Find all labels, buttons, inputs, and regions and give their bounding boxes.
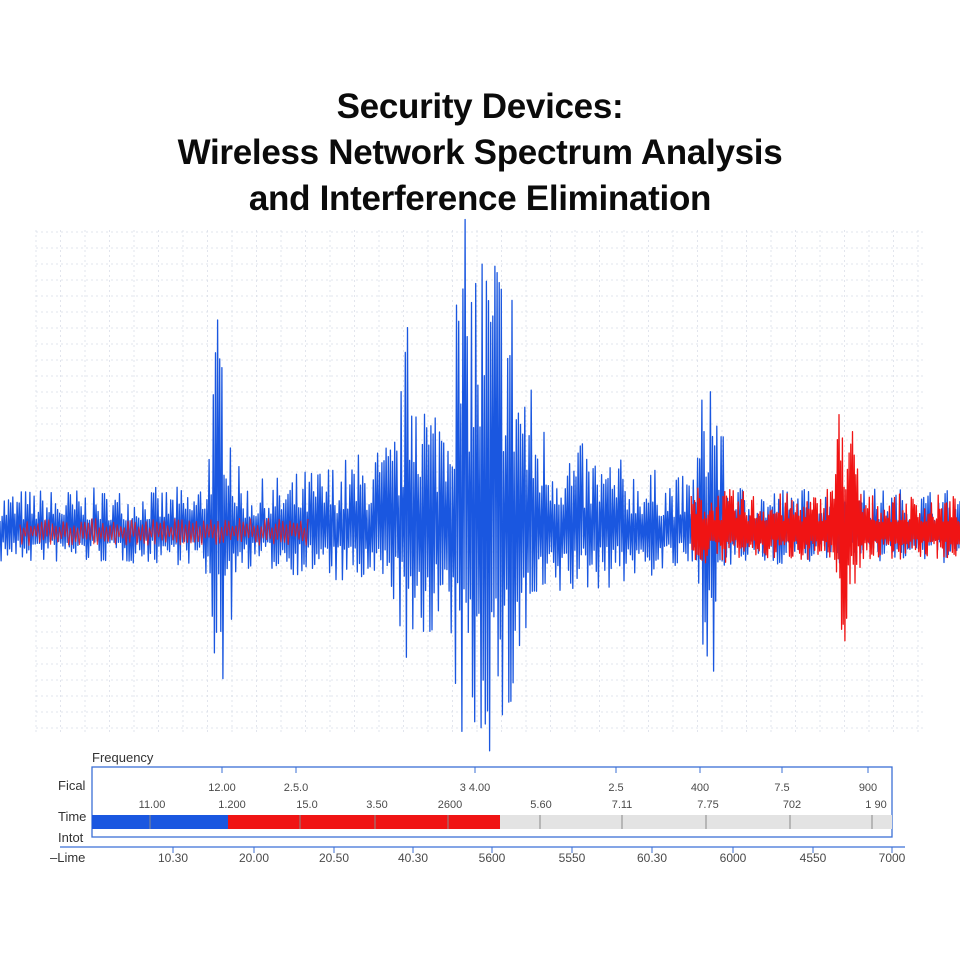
- timeline-panel: Frequency Fical Time Intot –Lime 12.00 2.…: [50, 750, 906, 865]
- top-tick-label: 12.00: [208, 782, 236, 794]
- bottom-tick-label: 5550: [559, 851, 586, 865]
- bottom-tick-label: 4550: [800, 851, 827, 865]
- timeline-frame: [91, 766, 893, 838]
- progress-segment-signal: [92, 815, 228, 829]
- chart-title-line-1: Security Devices:: [336, 87, 624, 126]
- timeline-progress-bar: [92, 815, 892, 829]
- timeline-row-label-intot: Intot: [58, 830, 84, 845]
- bottom-tick-label: 5600: [479, 851, 506, 865]
- mid-tick-label: 7.11: [612, 799, 633, 811]
- progress-segment-empty: [500, 815, 892, 829]
- mid-tick-label: 3.50: [366, 799, 387, 811]
- mid-tick-label: 7.75: [697, 799, 718, 811]
- top-tick-label: 3 4.00: [460, 782, 491, 794]
- timeline-ticks: 12.00 2.5.0 3 4.00 2.5 400 7.5 900 11.00 1.200 15…: [139, 767, 906, 865]
- bottom-tick-label: 20.50: [319, 851, 349, 865]
- timeline-row-label-fical: Fical: [58, 778, 86, 793]
- top-tick-label: 7.5: [774, 782, 789, 794]
- mid-tick-label: 2600: [438, 799, 462, 811]
- chart-title-line-2: Wireless Network Spectrum Analysis: [177, 133, 783, 172]
- mid-tick-label: 1 90: [865, 799, 886, 811]
- mid-tick-label: 5.60: [530, 799, 551, 811]
- bottom-tick-label: 60.30: [637, 851, 667, 865]
- chart-title-line-3: and Interference Elimination: [248, 179, 712, 218]
- top-tick-label: 2.5.0: [284, 782, 308, 794]
- bottom-tick-label: 40.30: [398, 851, 428, 865]
- bottom-tick-label: 10.30: [158, 851, 188, 865]
- signal-waveform: [0, 218, 960, 752]
- bottom-tick-label: 7000: [879, 851, 906, 865]
- bottom-tick-label: 6000: [720, 851, 747, 865]
- waveform-layer: [0, 218, 960, 752]
- timeline-header-label: Frequency: [92, 750, 154, 765]
- mid-tick-label: 1.200: [218, 799, 246, 811]
- interference-waveform: [690, 413, 960, 642]
- mid-tick-label: 11.00: [139, 799, 166, 811]
- timeline-row-label-lime: –Lime: [50, 850, 85, 865]
- interference-waveform-left: [19, 518, 309, 546]
- progress-segment-interference: [228, 815, 500, 829]
- top-tick-label: 2.5: [608, 782, 623, 794]
- mid-tick-label: 702: [783, 799, 801, 811]
- timeline-row-label-time: Time: [58, 809, 86, 824]
- top-tick-label: 900: [859, 782, 877, 794]
- top-tick-label: 400: [691, 782, 709, 794]
- bottom-tick-label: 20.00: [239, 851, 269, 865]
- chart-title: Security Devices: Wireless Network Spect…: [0, 84, 960, 222]
- chart-grid: [35, 230, 924, 735]
- mid-tick-label: 15.0: [296, 799, 317, 811]
